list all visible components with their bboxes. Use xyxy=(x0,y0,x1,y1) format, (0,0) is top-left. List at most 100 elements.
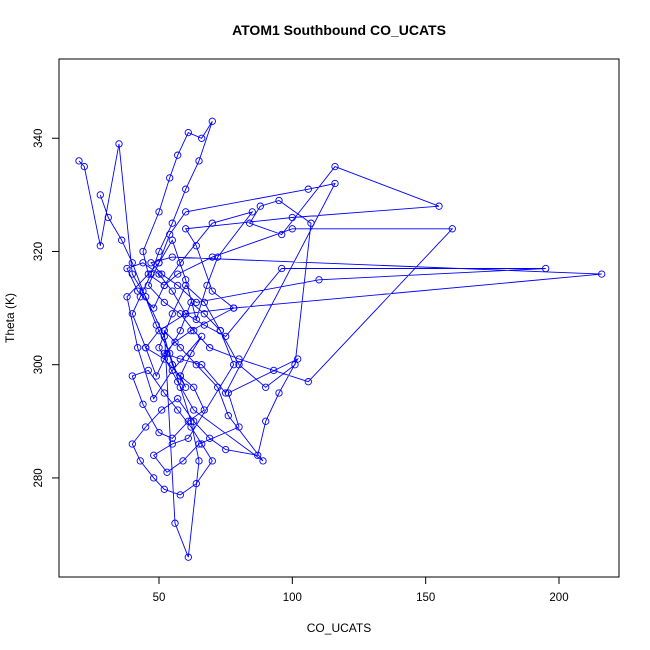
data-point xyxy=(182,281,190,290)
data-point xyxy=(216,327,224,335)
data-point xyxy=(230,304,238,312)
data-point xyxy=(123,264,131,273)
data-point xyxy=(80,162,88,171)
data-point xyxy=(182,225,190,233)
data-point xyxy=(147,259,155,267)
data-point xyxy=(192,298,200,307)
data-point xyxy=(176,383,184,391)
data-point xyxy=(195,157,203,165)
data-point xyxy=(174,395,182,403)
series-points xyxy=(75,117,606,561)
data-point xyxy=(214,253,222,261)
data-point xyxy=(176,327,184,335)
data-point xyxy=(192,315,200,324)
data-point xyxy=(144,270,152,278)
data-point xyxy=(168,361,176,369)
data-point xyxy=(182,276,190,284)
data-point xyxy=(214,383,222,391)
data-point xyxy=(331,162,339,171)
data-point xyxy=(278,230,286,239)
y-axis: 280 300 320 340 xyxy=(33,129,60,488)
data-point xyxy=(171,519,179,527)
data-point xyxy=(144,366,152,375)
data-point xyxy=(190,417,198,425)
data-point xyxy=(176,259,184,267)
data-point xyxy=(168,434,176,442)
data-point xyxy=(184,128,192,137)
data-point xyxy=(187,349,195,358)
data-point xyxy=(208,457,216,465)
series-line xyxy=(78,121,602,558)
data-point xyxy=(128,259,136,267)
data-point xyxy=(182,310,190,318)
data-point xyxy=(275,196,283,205)
data-point xyxy=(168,440,176,448)
data-point xyxy=(174,281,182,290)
data-point xyxy=(160,485,168,493)
data-point xyxy=(200,321,208,329)
data-point xyxy=(435,202,443,210)
data-point xyxy=(160,281,168,290)
data-point xyxy=(168,310,176,318)
data-point xyxy=(160,389,168,397)
data-point xyxy=(150,304,158,312)
data-point xyxy=(195,457,203,465)
data-point xyxy=(182,185,190,193)
data-point xyxy=(192,479,200,488)
data-point xyxy=(134,344,142,352)
data-point xyxy=(134,287,142,295)
data-point xyxy=(195,440,203,448)
data-point xyxy=(128,440,136,448)
x-tick-label: 50 xyxy=(153,592,166,604)
data-point xyxy=(275,389,283,397)
data-point xyxy=(139,400,147,408)
data-point xyxy=(208,117,216,125)
data-point xyxy=(96,242,104,250)
data-point xyxy=(75,157,83,165)
data-point xyxy=(206,434,214,442)
data-point xyxy=(174,151,182,159)
data-point xyxy=(187,417,195,425)
data-point xyxy=(182,383,190,391)
data-point xyxy=(176,310,184,318)
data-point xyxy=(139,247,147,256)
data-point xyxy=(206,344,214,352)
data-point xyxy=(152,372,160,380)
data-point xyxy=(139,259,147,267)
data-point xyxy=(192,242,200,250)
data-point xyxy=(176,355,184,363)
data-point xyxy=(192,361,200,369)
data-point xyxy=(304,378,312,386)
data-point xyxy=(198,440,206,448)
data-point xyxy=(144,281,152,290)
data-point xyxy=(104,213,112,222)
data-point xyxy=(315,276,323,284)
data-point xyxy=(155,259,163,267)
data-point xyxy=(331,179,339,188)
data-point xyxy=(598,270,606,278)
y-tick-label: 320 xyxy=(33,242,45,261)
data-point xyxy=(198,134,206,142)
data-point xyxy=(304,185,312,193)
data-point xyxy=(200,310,208,318)
data-point xyxy=(166,349,174,358)
data-point xyxy=(278,264,286,273)
data-point xyxy=(184,553,192,561)
data-point xyxy=(176,344,184,352)
data-point xyxy=(259,457,267,465)
data-point xyxy=(142,344,150,352)
x-axis: 50 100 150 200 xyxy=(153,576,569,604)
data-point xyxy=(208,219,216,227)
data-point xyxy=(168,253,176,261)
y-tick-label: 340 xyxy=(33,129,45,148)
chart-title-group: ATOM1 Southbound CO_UCATS xyxy=(232,22,446,38)
data-point xyxy=(160,332,168,341)
x-tick-label: 150 xyxy=(416,592,435,604)
data-point xyxy=(150,474,158,482)
data-point xyxy=(166,230,174,239)
data-point xyxy=(208,253,216,261)
y-axis-label: Theta (K) xyxy=(3,293,17,343)
data-point xyxy=(176,491,184,499)
data-point xyxy=(187,423,195,431)
